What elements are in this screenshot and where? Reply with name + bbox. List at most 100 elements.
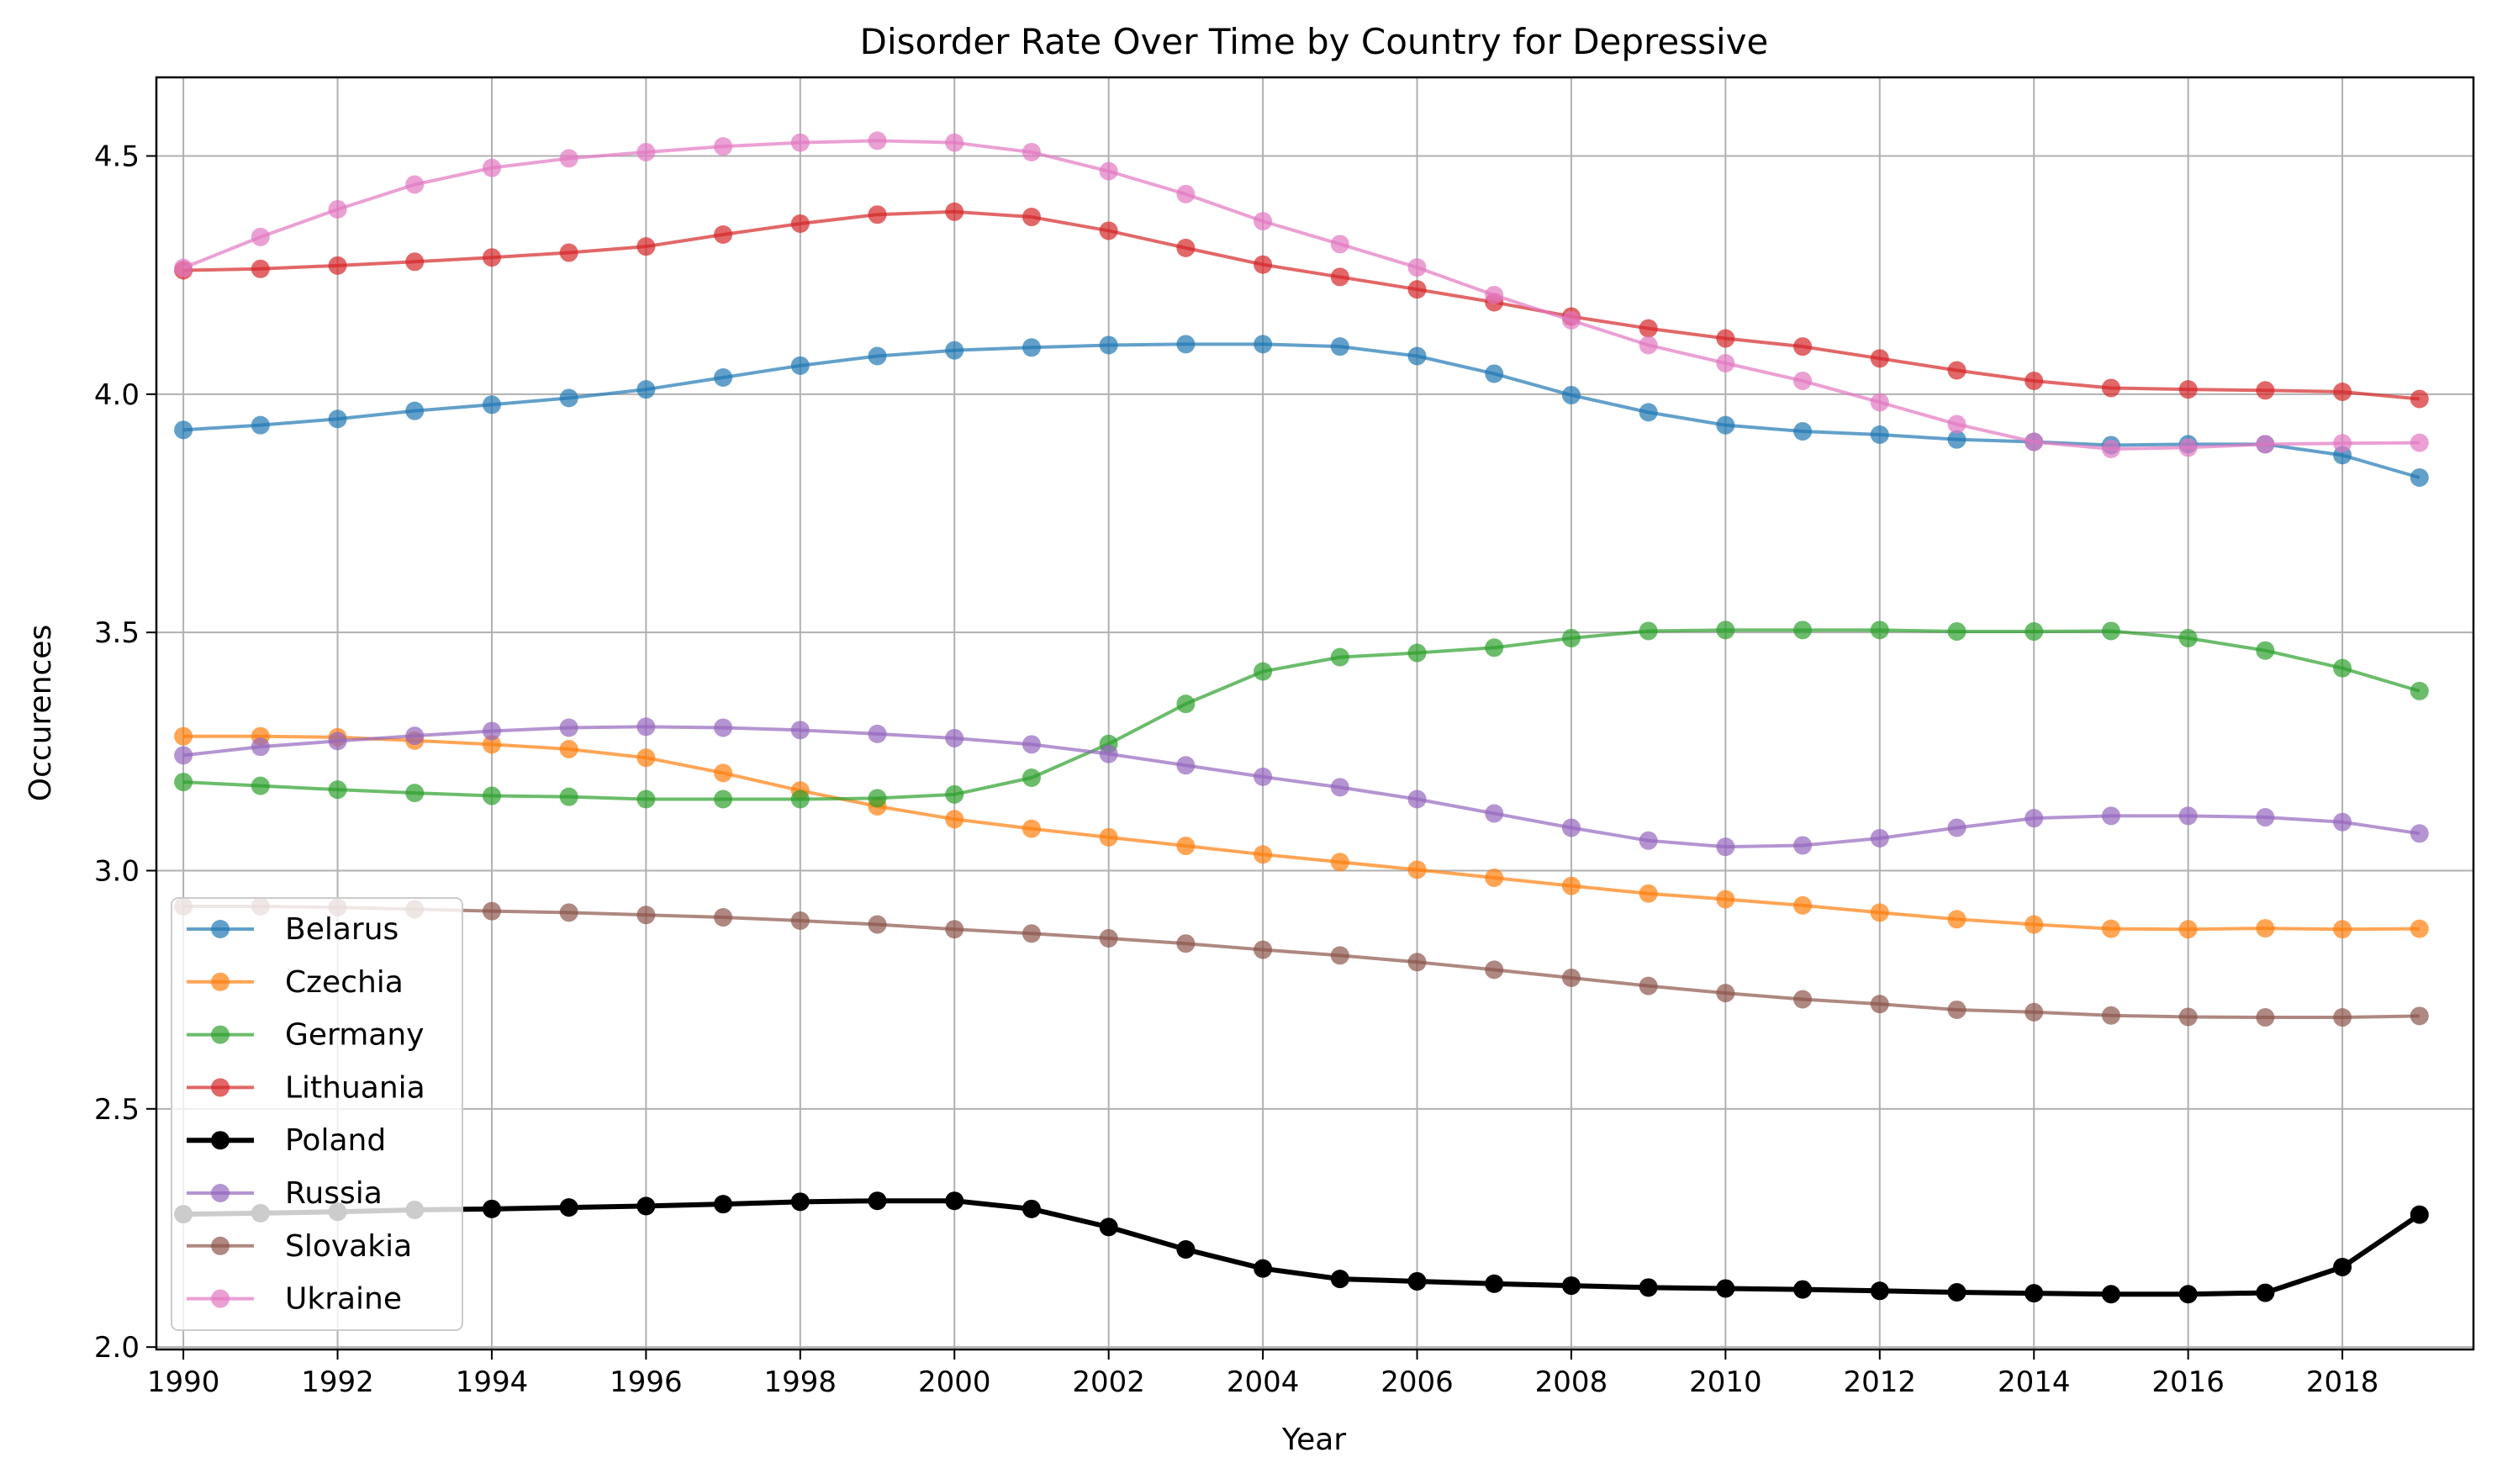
- data-point-czechia: [174, 726, 193, 746]
- data-point-slovakia: [1793, 990, 1813, 1009]
- data-point-ukraine: [2256, 435, 2275, 454]
- data-point-russia: [1639, 831, 1658, 850]
- data-point-czechia: [1561, 876, 1581, 895]
- data-point-russia: [1485, 804, 1504, 823]
- data-point-russia: [405, 726, 425, 746]
- data-point-germany: [1485, 638, 1504, 658]
- data-point-russia: [1407, 790, 1427, 809]
- data-point-germany: [868, 789, 887, 808]
- x-tick-label: 2016: [2151, 1365, 2225, 1399]
- x-tick-label: 2006: [1380, 1365, 1454, 1399]
- data-point-czechia: [1716, 890, 1735, 909]
- data-point-russia: [868, 724, 887, 743]
- data-point-ukraine: [1716, 354, 1735, 372]
- data-point-ukraine: [1947, 415, 1966, 434]
- data-point-belarus: [1407, 346, 1427, 366]
- data-point-germany: [790, 790, 810, 809]
- data-point-lithuania: [714, 225, 733, 244]
- data-point-ukraine: [1407, 258, 1427, 277]
- x-tick-label: 2010: [1689, 1365, 1762, 1399]
- data-point-russia: [1561, 818, 1581, 837]
- data-point-slovakia: [945, 920, 964, 939]
- series-russia: [174, 717, 2429, 857]
- legend: Belarus Czechia Germany Lithuania Poland Russ…: [171, 897, 463, 1331]
- data-point-lithuania: [2101, 378, 2120, 398]
- series-line-czechia: [183, 734, 2420, 932]
- data-point-slovakia: [2025, 1002, 2044, 1022]
- data-point-germany: [174, 773, 193, 792]
- series-line-poland: [183, 1198, 2421, 1297]
- data-point-germany: [1639, 621, 1658, 641]
- data-point-lithuania: [1947, 361, 1966, 380]
- data-point-ukraine: [1176, 184, 1196, 203]
- legend-label-poland: Poland: [285, 1123, 386, 1158]
- data-point-lithuania: [790, 214, 810, 233]
- data-point-germany: [2410, 681, 2429, 700]
- data-point-belarus: [1176, 335, 1196, 354]
- legend-label-slovakia: Slovakia: [285, 1229, 412, 1264]
- data-point-russia: [636, 717, 656, 737]
- data-point-slovakia: [2333, 1008, 2352, 1027]
- data-point-germany: [1176, 694, 1196, 714]
- data-point-poland: [2410, 1205, 2429, 1224]
- data-point-czechia: [2101, 919, 2120, 938]
- data-point-russia: [1947, 818, 1966, 837]
- data-point-ukraine: [2178, 438, 2198, 457]
- data-point-czechia: [1870, 903, 1889, 922]
- data-point-ukraine: [2410, 433, 2429, 452]
- data-point-poland: [636, 1196, 656, 1216]
- data-point-poland: [1176, 1240, 1196, 1259]
- data-point-poland: [1330, 1270, 1349, 1289]
- data-point-lithuania: [405, 252, 425, 272]
- data-point-belarus: [328, 409, 347, 429]
- data-point-russia: [559, 718, 578, 737]
- data-point-slovakia: [1870, 995, 1889, 1014]
- data-point-slovakia: [2410, 1006, 2429, 1026]
- x-tick-label: 2008: [1535, 1365, 1608, 1399]
- data-point-czechia: [1947, 910, 1966, 929]
- data-point-slovakia: [1485, 960, 1504, 980]
- data-point-czechia: [2256, 919, 2275, 938]
- data-point-russia: [1330, 778, 1349, 797]
- data-point-lithuania: [1176, 238, 1196, 257]
- data-point-belarus: [174, 420, 193, 440]
- y-tick-label: 4.0: [94, 378, 140, 412]
- data-point-slovakia: [1022, 924, 1041, 943]
- x-tick-label: 2018: [2306, 1365, 2379, 1399]
- data-point-slovakia: [714, 908, 733, 927]
- data-point-russia: [714, 718, 733, 737]
- data-point-germany: [2101, 621, 2120, 641]
- x-tick-label: 2000: [918, 1365, 991, 1399]
- legend-label-ukraine: Ukraine: [285, 1282, 402, 1317]
- data-point-poland: [1716, 1279, 1735, 1298]
- data-point-belarus: [1485, 364, 1504, 383]
- data-point-czechia: [1099, 827, 1118, 847]
- data-point-lithuania: [482, 248, 501, 267]
- legend-label-belarus: Belarus: [285, 912, 399, 947]
- data-point-lithuania: [1407, 280, 1427, 299]
- y-tick-label: 3.0: [94, 855, 140, 889]
- data-point-lithuania: [559, 243, 578, 262]
- series-line-slovakia: [183, 905, 2420, 1020]
- data-point-ukraine: [945, 133, 964, 152]
- data-point-ukraine: [1639, 335, 1658, 355]
- data-point-slovakia: [636, 906, 656, 925]
- data-point-poland: [2178, 1285, 2198, 1304]
- data-point-ukraine: [868, 131, 887, 151]
- data-point-czechia: [1176, 837, 1196, 856]
- data-point-germany: [482, 786, 501, 805]
- x-tick-label: 1990: [147, 1365, 220, 1399]
- data-point-slovakia: [2178, 1007, 2198, 1027]
- data-point-belarus: [868, 346, 887, 366]
- x-tick-label: 2014: [1998, 1365, 2071, 1399]
- data-point-germany: [1947, 622, 1966, 642]
- data-point-lithuania: [1639, 319, 1658, 338]
- data-point-poland: [2333, 1257, 2352, 1276]
- y-tick-label: 3.5: [94, 616, 140, 650]
- legend-swatch-marker-germany: [211, 1025, 230, 1044]
- data-point-ukraine: [405, 175, 425, 194]
- data-point-belarus: [1561, 385, 1581, 404]
- data-point-slovakia: [790, 911, 810, 930]
- data-point-russia: [1254, 767, 1273, 786]
